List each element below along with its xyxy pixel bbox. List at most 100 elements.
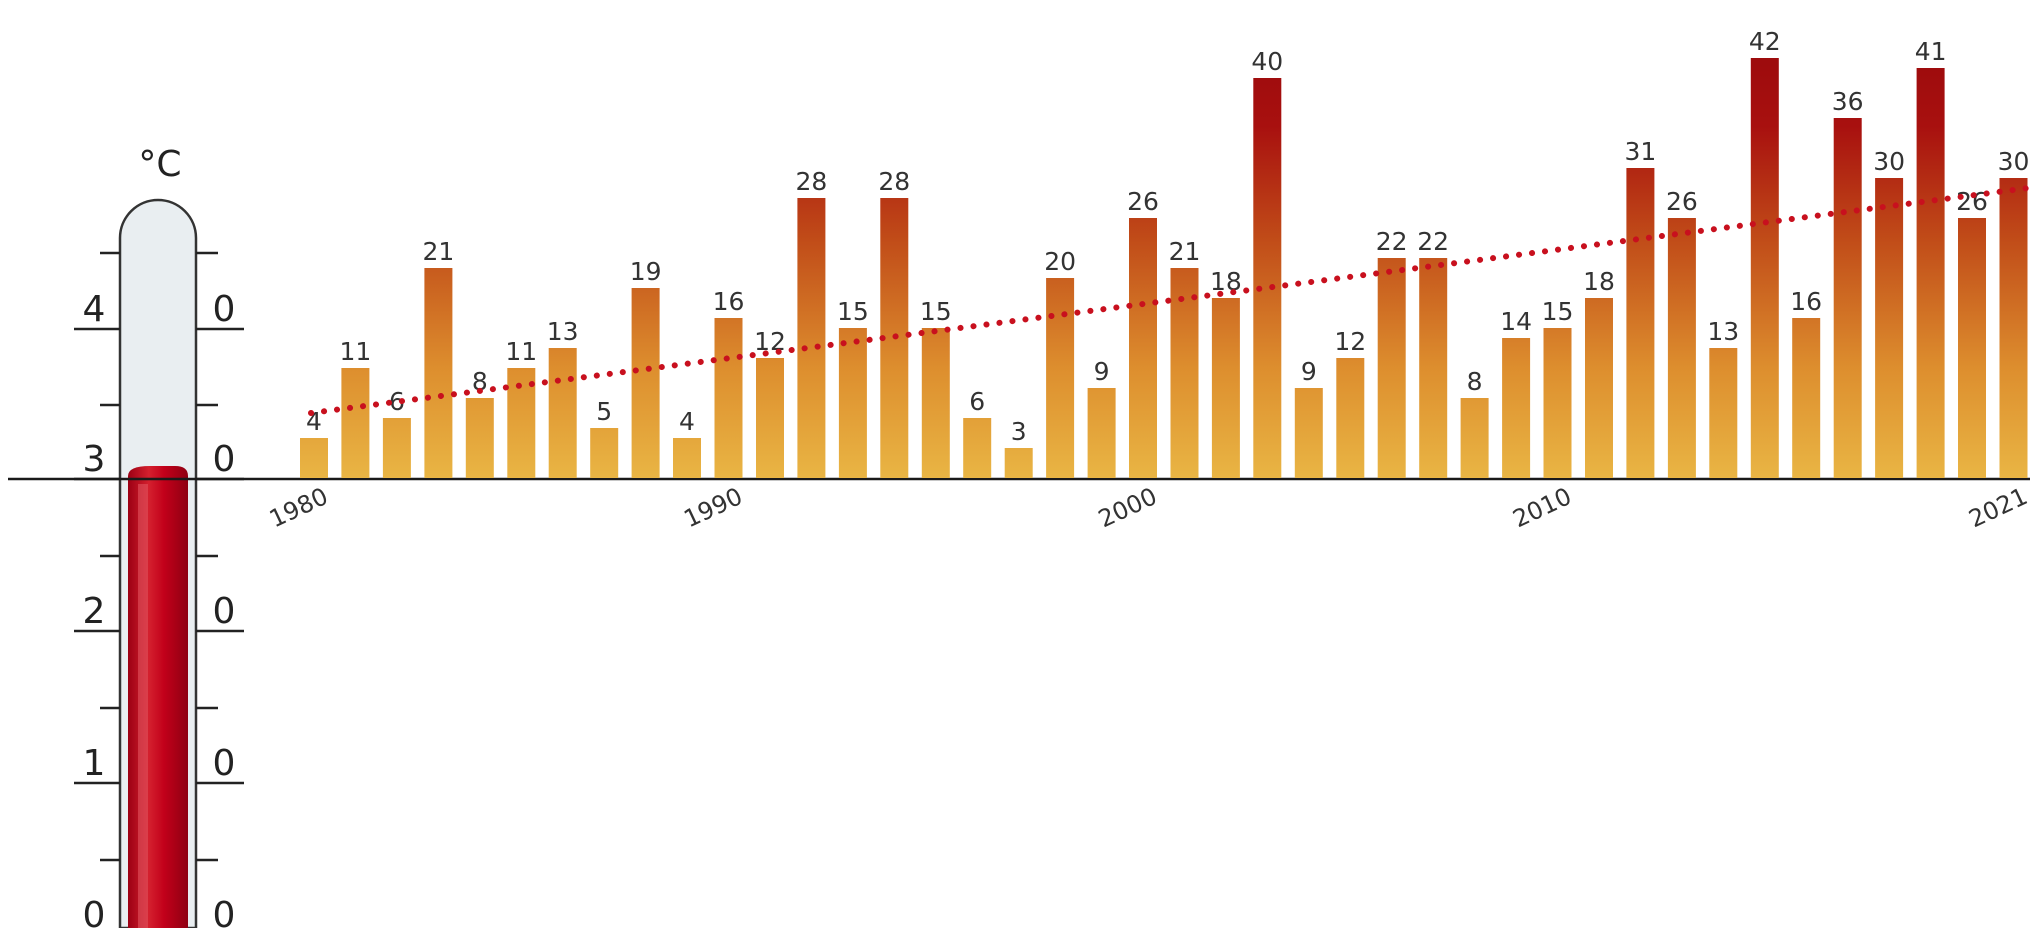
bar-2016 (1792, 318, 1821, 478)
bar-value-label-1986: 13 (547, 317, 579, 346)
bar-1992 (797, 198, 826, 478)
bar-value-label-1988: 19 (630, 257, 662, 286)
bar-value-label-1994: 28 (878, 167, 910, 196)
bar-value-label-2007: 22 (1417, 227, 1449, 256)
bars (300, 58, 2028, 478)
scale-label-right: 0 (213, 289, 236, 330)
bar-value-label-1998: 20 (1044, 247, 1076, 276)
bar-value-label-1989: 4 (679, 407, 695, 436)
bar-value-label-2010: 15 (1542, 297, 1574, 326)
bar-value-label-1983: 21 (422, 237, 454, 266)
bar-value-label-2015: 42 (1749, 27, 1781, 56)
bar-value-label-1982: 6 (389, 387, 405, 416)
bar-value-label-2016: 16 (1790, 287, 1822, 316)
x-axis-tick-labels: 1980 1990 2000 2010 2021 (265, 482, 2032, 533)
bar-value-label-1995: 15 (920, 297, 952, 326)
bar-1983 (424, 268, 453, 478)
bar-value-label-2009: 14 (1500, 307, 1532, 336)
bar-2008 (1460, 398, 1489, 478)
bar-1980 (300, 438, 328, 478)
bar-1995 (921, 328, 950, 478)
trend-line (308, 185, 2032, 416)
bar-value-label-2014: 13 (1707, 317, 1739, 346)
x-tick-2010: 2010 (1509, 482, 1576, 533)
bar-value-label-2013: 26 (1666, 187, 1698, 216)
bar-value-label-2020: 26 (1956, 187, 1988, 216)
bar-value-label-2001: 21 (1169, 237, 1201, 266)
bar-value-label-1980: 4 (306, 407, 322, 436)
bar-value-label-1993: 15 (837, 297, 869, 326)
thermometer-scale: 4 0 3 0 2 0 1 0 0 0 (74, 251, 244, 928)
scale-label-left: 3 (83, 439, 106, 480)
bar-value-label-2006: 22 (1376, 227, 1408, 256)
bar-value-labels: 41 16 21 8 11 13 5 19 4 16 12 28 15 28 15 6 3 20 9 26 21 18 40… (306, 27, 2029, 446)
bar-value-label-2000: 26 (1127, 187, 1159, 216)
bar-2009 (1502, 338, 1531, 478)
x-tick-2000: 2000 (1094, 482, 1161, 533)
bar-value-label-2012: 31 (1624, 137, 1656, 166)
bar-value-label-1992: 28 (795, 167, 827, 196)
bar-value-label-1990: 16 (713, 287, 745, 316)
bar-2019 (1916, 68, 1945, 478)
scale-label-left: 4 (83, 289, 106, 330)
bar-1988 (631, 288, 660, 478)
bar-2013 (1667, 218, 1696, 478)
scale-label-right: 0 (213, 895, 236, 928)
scale-label-right: 0 (213, 743, 236, 784)
bar-value-label-1981: 11 (339, 337, 371, 366)
bar-2012 (1626, 168, 1655, 478)
bar-value-label-2002: 18 (1210, 267, 1242, 296)
bar-value-label-2017: 36 (1832, 87, 1864, 116)
x-tick-1980: 1980 (265, 482, 332, 533)
bar-1997 (1004, 448, 1033, 478)
bar-2014 (1709, 348, 1738, 478)
mercury-highlight (138, 484, 148, 928)
scale-label-left: 0 (83, 895, 106, 928)
bar-value-label-1987: 5 (596, 397, 612, 426)
bar-value-label-1985: 11 (505, 337, 537, 366)
unit-label: °C (138, 144, 181, 185)
bar-2021 (1999, 178, 2028, 478)
bar-value-label-2021: 30 (1998, 147, 2030, 176)
bar-value-label-1999: 9 (1094, 357, 1110, 386)
bar-1996 (963, 418, 992, 478)
bar-value-label-1997: 3 (1011, 417, 1027, 446)
bar-1991 (756, 358, 784, 478)
x-tick-2021: 2021 (1965, 482, 2032, 533)
bar-1981 (341, 368, 370, 478)
bar-2015 (1750, 58, 1779, 478)
bar-value-label-2005: 12 (1334, 327, 1366, 356)
bar-1990 (714, 318, 743, 478)
bar-2010 (1543, 328, 1572, 478)
scale-label-right: 0 (213, 591, 236, 632)
thermometer: °C 4 0 3 0 2 0 1 0 0 0 (74, 144, 244, 928)
bar-1982 (382, 418, 411, 478)
scale-label-right: 0 (213, 439, 236, 480)
bar-2001 (1170, 268, 1199, 478)
bar-2006 (1377, 258, 1406, 478)
bar-value-label-2003: 40 (1251, 47, 1283, 76)
bar-1993 (838, 328, 867, 478)
trend-line-path (308, 185, 2032, 416)
bar-1998 (1046, 278, 1075, 478)
bar-1986 (548, 348, 577, 478)
bar-2003 (1253, 78, 1282, 478)
bar-2004 (1294, 388, 1323, 478)
bar-2017 (1833, 118, 1862, 478)
bar-value-label-2018: 30 (1873, 147, 1905, 176)
bar-2005 (1336, 358, 1365, 478)
x-tick-1990: 1990 (680, 482, 747, 533)
bar-2007 (1419, 258, 1448, 478)
bar-value-label-2011: 18 (1583, 267, 1615, 296)
bar-2000 (1129, 218, 1157, 478)
bar-value-label-1984: 8 (472, 367, 488, 396)
bar-value-label-2008: 8 (1467, 367, 1483, 396)
bar-1999 (1087, 388, 1116, 478)
bar-2020 (1958, 218, 1986, 478)
bar-2011 (1585, 298, 1613, 478)
bar-1989 (673, 438, 701, 478)
bar-value-label-2019: 41 (1915, 37, 1947, 66)
bar-value-label-2004: 9 (1301, 357, 1317, 386)
scale-label-left: 2 (83, 591, 106, 632)
